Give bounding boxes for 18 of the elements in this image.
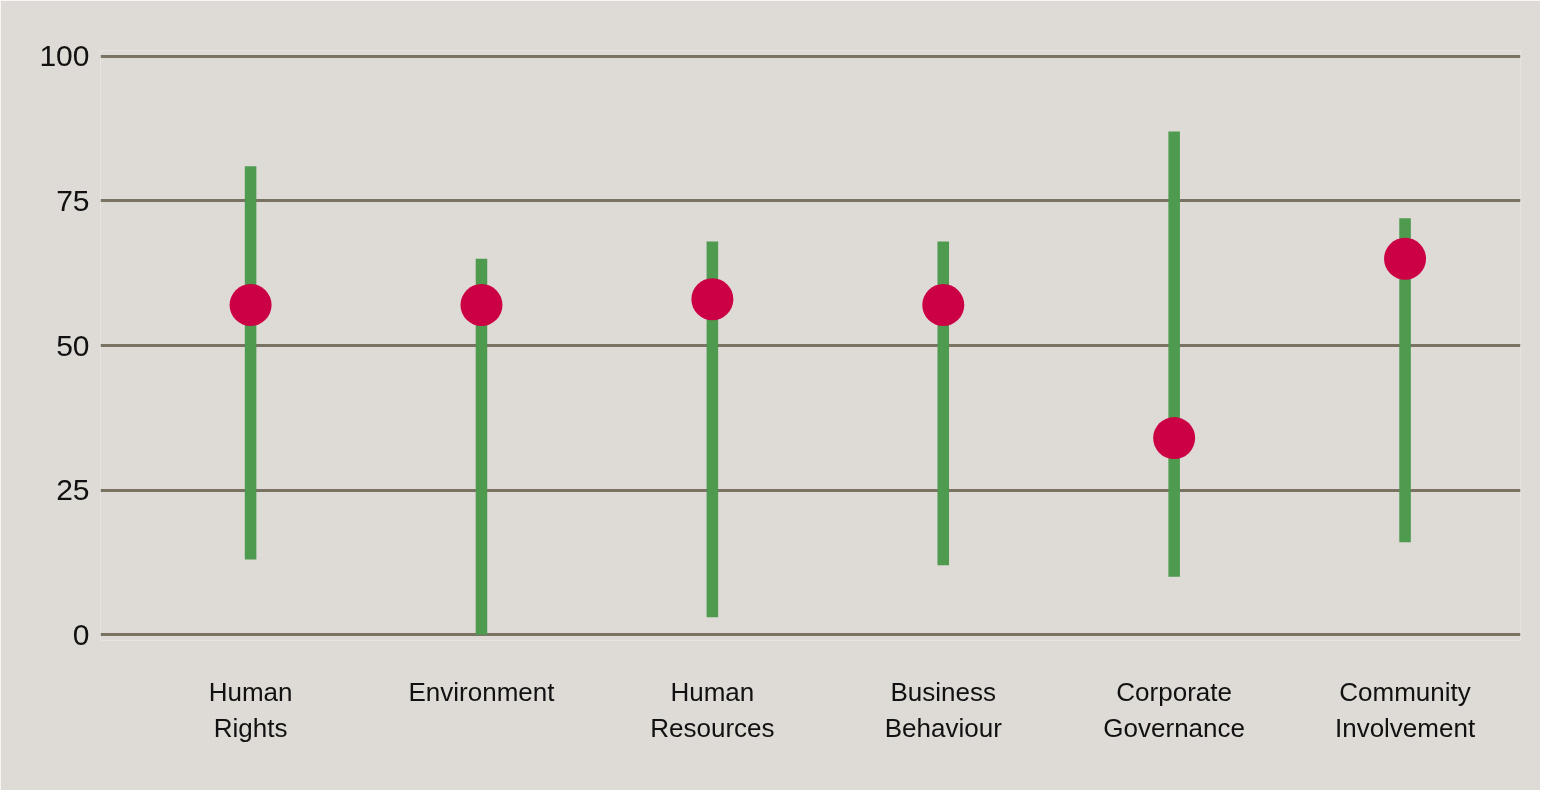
x-tick-label: Community Involvement — [1334, 676, 1476, 743]
point — [1153, 417, 1196, 460]
x-tick-label: Human Resources — [650, 676, 775, 743]
x-tick-label: Human Rights — [208, 676, 293, 743]
point — [460, 284, 503, 326]
y-tick-label: 50 — [56, 328, 90, 362]
point — [691, 278, 734, 321]
point — [1384, 237, 1427, 280]
y-tick-label: 75 — [56, 183, 90, 217]
x-tick-label: Environment — [408, 676, 556, 707]
y-tick-label: 100 — [39, 39, 90, 73]
point — [922, 284, 965, 326]
y-tick-label: 0 — [72, 617, 90, 651]
bar — [1168, 131, 1180, 577]
point — [229, 284, 272, 326]
x-tick-label: Business Behaviour — [884, 676, 1003, 743]
y-tick-label: 25 — [56, 473, 90, 507]
x-tick-label: Corporate Governance — [1103, 676, 1245, 743]
